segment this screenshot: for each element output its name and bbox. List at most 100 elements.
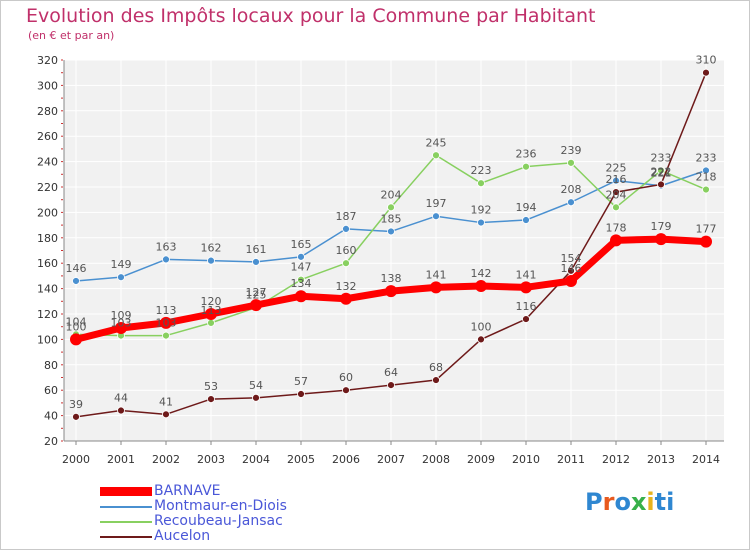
x-tick-label: 2010 (512, 453, 540, 466)
y-tick-label: 260 (37, 130, 58, 143)
chart-title: Evolution des Impôts locaux pour la Comm… (26, 5, 596, 27)
data-label-1: 149 (111, 258, 132, 271)
data-label-1: 194 (516, 201, 537, 214)
data-label-0: 132 (336, 280, 357, 293)
legend-swatch (100, 506, 152, 508)
data-point-2 (612, 203, 620, 212)
data-point-2 (162, 331, 170, 340)
data-label-2: 103 (111, 317, 132, 330)
data-point-1 (342, 225, 350, 233)
legend-swatch (100, 521, 152, 523)
data-label-3: 116 (516, 300, 537, 313)
data-point-2 (702, 185, 710, 194)
y-tick-label: 200 (37, 206, 58, 219)
data-label-3: 57 (294, 375, 308, 388)
data-point-0 (475, 280, 487, 293)
data-point-0 (295, 290, 307, 303)
data-label-2: 147 (291, 261, 312, 274)
data-label-1: 146 (66, 262, 87, 275)
data-point-0 (205, 308, 217, 320)
legend-item: Aucelon (100, 529, 330, 544)
data-point-1 (567, 198, 575, 207)
data-point-0 (565, 274, 577, 287)
data-point-3 (297, 390, 305, 398)
legend-swatch (100, 487, 152, 496)
y-tick-label: 300 (37, 79, 58, 92)
x-tick-label: 2005 (287, 453, 315, 466)
data-label-2: 113 (201, 304, 222, 317)
data-point-3 (252, 393, 260, 402)
data-label-0: 178 (606, 221, 627, 234)
data-point-1 (72, 277, 80, 285)
legend-label: Recoubeau-Jansac (154, 513, 283, 529)
data-label-0: 109 (111, 309, 132, 322)
logo-letter: t (654, 488, 667, 516)
y-tick-label: 100 (37, 333, 58, 346)
data-point-1 (252, 258, 260, 266)
data-point-0 (160, 316, 172, 329)
data-point-1 (477, 218, 485, 227)
data-point-2 (342, 259, 350, 268)
x-tick-label: 2000 (62, 453, 90, 466)
data-label-3: 39 (69, 398, 83, 411)
y-tick-label: 40 (44, 410, 58, 423)
data-point-2 (387, 203, 395, 212)
legend-item: BARNAVE (100, 484, 330, 499)
data-label-0: 120 (201, 295, 222, 308)
data-point-1 (297, 252, 305, 261)
data-label-1: 165 (291, 238, 312, 251)
data-label-0: 141 (426, 268, 447, 281)
data-label-1: 162 (201, 242, 222, 255)
data-point-3 (522, 315, 530, 323)
y-tick-label: 320 (37, 54, 58, 67)
data-point-3 (432, 376, 440, 384)
data-label-0: 113 (156, 304, 177, 317)
legend-label: BARNAVE (154, 483, 221, 499)
data-point-0 (700, 235, 712, 248)
data-label-2: 218 (696, 171, 717, 184)
data-label-3: 222 (651, 165, 672, 178)
data-point-2 (522, 162, 530, 171)
legend-swatch (100, 536, 152, 538)
data-point-2 (657, 166, 665, 175)
data-point-0 (520, 281, 532, 294)
data-label-2: 104 (66, 315, 87, 328)
data-point-3 (702, 68, 710, 77)
logo-letter: P (585, 488, 603, 516)
logo-letter: o (614, 488, 631, 516)
data-point-3 (162, 410, 170, 419)
data-label-1: 185 (381, 212, 402, 225)
data-point-2 (432, 151, 440, 160)
data-point-1 (522, 216, 530, 224)
data-point-3 (612, 188, 620, 196)
legend-label: Aucelon (154, 528, 211, 544)
data-point-0 (70, 333, 82, 346)
data-label-2: 204 (606, 188, 627, 201)
legend-item: Montmaur-en-Diois (100, 499, 330, 514)
y-tick-label: 60 (44, 384, 58, 397)
data-label-2: 239 (561, 144, 582, 157)
y-tick-label: 180 (37, 232, 58, 245)
data-label-2: 103 (156, 317, 177, 330)
y-tick-label: 80 (44, 359, 58, 372)
data-label-2: 125 (246, 289, 267, 302)
data-label-1: 197 (426, 197, 447, 210)
y-tick-label: 20 (44, 435, 58, 448)
data-point-0 (430, 281, 442, 294)
data-point-0 (340, 292, 352, 305)
data-label-0: 127 (246, 286, 267, 299)
data-point-0 (655, 233, 667, 246)
data-label-1: 161 (246, 243, 267, 256)
data-label-0: 146 (561, 262, 582, 275)
data-point-2 (477, 179, 485, 188)
data-point-2 (207, 318, 215, 327)
data-label-3: 154 (561, 252, 582, 265)
data-label-1: 187 (336, 210, 357, 223)
x-tick-label: 2009 (467, 453, 495, 466)
data-point-0 (115, 321, 127, 334)
data-label-1: 221 (651, 167, 672, 180)
data-label-3: 64 (384, 366, 398, 379)
data-point-0 (250, 299, 262, 312)
logo-letter: i (646, 488, 655, 516)
data-label-2: 236 (516, 148, 537, 161)
